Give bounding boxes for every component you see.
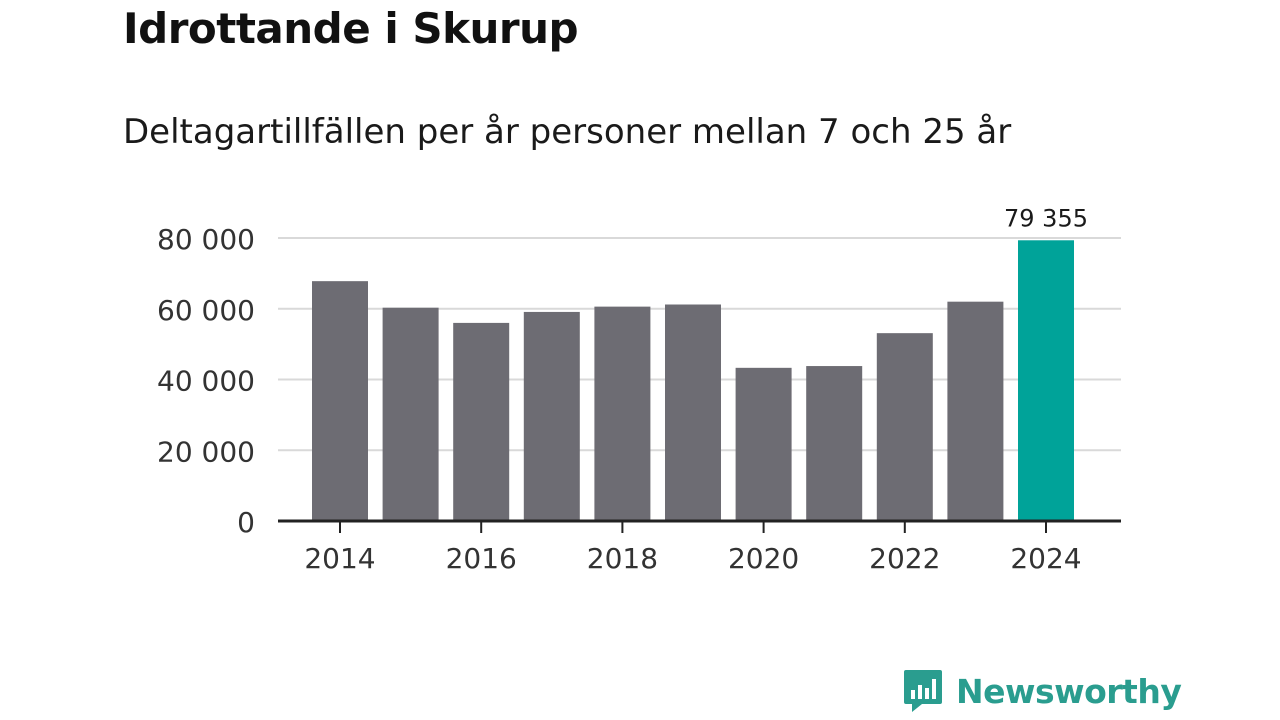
bar-2015: [382, 307, 439, 521]
bar-2023: [947, 301, 1004, 521]
bar-2014: [312, 281, 368, 521]
bar-2017: [523, 311, 580, 521]
x-tick-label: 2016: [446, 542, 517, 575]
x-tick-label: 2014: [304, 542, 375, 575]
y-tick-label: 20 000: [157, 435, 255, 468]
chart-title: Idrottande i Skurup: [123, 4, 579, 53]
y-tick-label: 60 000: [157, 294, 255, 327]
bar-2022: [876, 333, 933, 521]
newsworthy-logo: Newsworthy: [902, 668, 1182, 714]
bar-2024: [1018, 240, 1074, 522]
bar-2018: [594, 306, 651, 521]
chart-subtitle: Deltagartillfällen per år personer mella…: [123, 112, 1012, 152]
data-label: 79 355: [1004, 204, 1088, 232]
bar-2016: [453, 322, 510, 521]
bar-2019: [665, 304, 721, 521]
bar-2020: [735, 367, 792, 521]
bar-2021: [806, 366, 863, 521]
y-tick-label: 40 000: [157, 365, 255, 398]
y-tick-label: 80 000: [157, 223, 255, 256]
bar-chart-speech-bubble-icon: [904, 670, 942, 712]
brand-name: Newsworthy: [956, 671, 1182, 711]
x-tick-label: 2024: [1010, 542, 1081, 575]
x-tick-label: 2018: [587, 542, 658, 575]
y-tick-label: 0: [237, 506, 255, 539]
bar-chart: 0 20 000 40 000 60 000 80 000 2014 2016 2018 202…: [157, 204, 1121, 575]
x-tick-label: 2020: [728, 542, 799, 575]
x-tick-label: 2022: [869, 542, 940, 575]
